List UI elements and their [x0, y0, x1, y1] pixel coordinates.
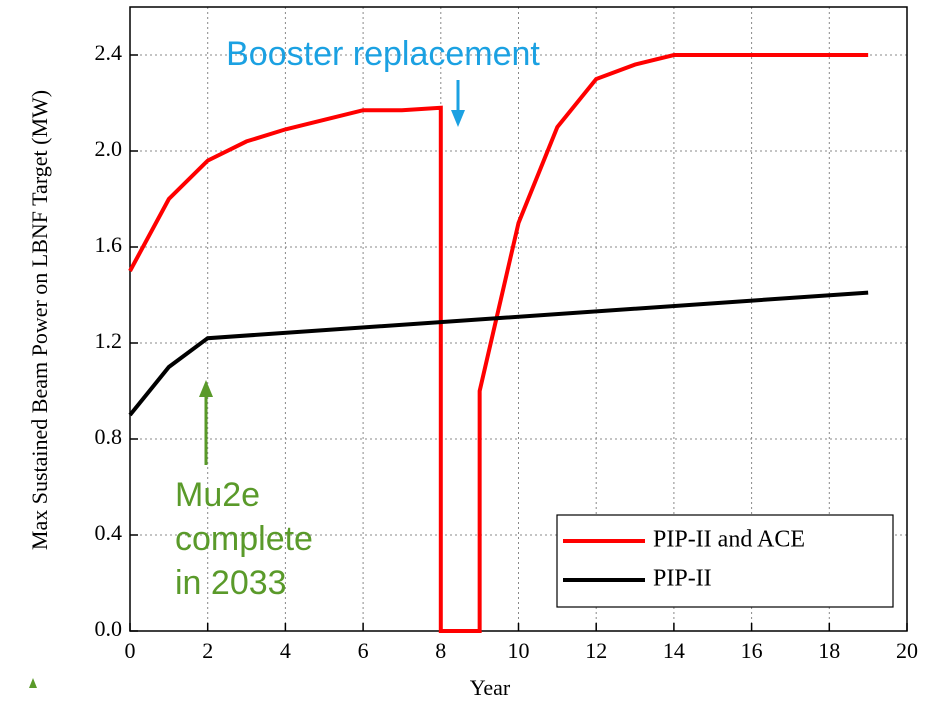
x-tick-label: 4 [280, 638, 291, 663]
y-axis-label: Max Sustained Beam Power on LBNF Target … [27, 90, 52, 550]
x-tick-label: 0 [125, 638, 136, 663]
series-line [128, 53, 869, 633]
legend-box [556, 514, 894, 608]
y-tick-label: 0.8 [95, 424, 123, 449]
x-tick-label: 2 [202, 638, 213, 663]
annotation: Mu2e [175, 476, 260, 514]
annotation-arrowhead [451, 110, 465, 127]
annotation-arrowhead [199, 380, 213, 397]
x-axis-label: Year [470, 675, 511, 700]
annotation: Booster replacement [226, 35, 540, 73]
y-tick-label: 0.0 [95, 616, 123, 641]
x-tick-label: 8 [435, 638, 446, 663]
y-tick-label: 0.4 [95, 520, 123, 545]
y-tick-label: 2.0 [95, 136, 123, 161]
arrow-fragment [29, 678, 37, 688]
x-tick-label: 20 [896, 638, 918, 663]
legend-label: PIP-II [653, 566, 712, 592]
legend-label: PIP-II and ACE [653, 527, 805, 553]
series-line [128, 290, 869, 417]
annotation: complete [175, 520, 313, 558]
y-tick-label: 1.2 [95, 328, 123, 353]
x-tick-label: 12 [585, 638, 607, 663]
x-tick-label: 6 [358, 638, 369, 663]
annotation: in 2033 [175, 564, 287, 602]
x-tick-label: 18 [818, 638, 840, 663]
plot-frame [129, 6, 908, 632]
y-tick-label: 1.6 [95, 232, 123, 257]
x-tick-label: 10 [508, 638, 530, 663]
x-tick-label: 16 [741, 638, 763, 663]
x-tick-label: 14 [663, 638, 685, 663]
y-tick-label: 2.4 [95, 40, 123, 65]
